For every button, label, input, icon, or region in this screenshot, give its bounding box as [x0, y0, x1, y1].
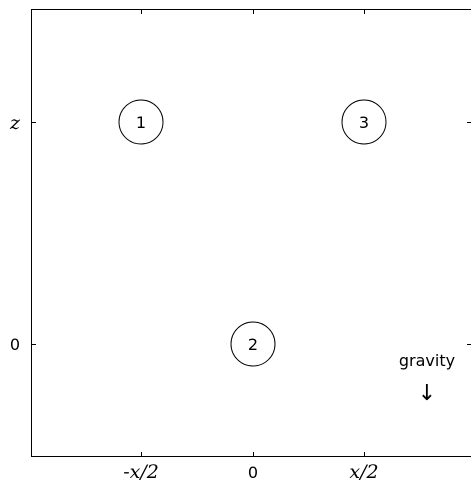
particle-2: 2 [230, 321, 276, 367]
particle-1: 1 [118, 99, 164, 145]
y-tick-label-z: z [9, 112, 21, 134]
y-tick-label-zero: 0 [10, 335, 20, 354]
x-tick-label-pos-half: x/2 [349, 461, 378, 483]
plot-frame [31, 9, 471, 457]
gravity-arrow-icon: ↓ [418, 381, 436, 406]
particle-2-label: 2 [248, 335, 258, 354]
particle-3-label: 3 [359, 113, 369, 132]
gravity-label: gravity [399, 351, 455, 370]
particle-3-circle [341, 99, 387, 145]
x-tick-label-neg-half: -x/2 [123, 461, 159, 483]
particle-1-circle [118, 99, 164, 145]
y-ticks [32, 122, 471, 345]
particle-2-circle [230, 321, 276, 367]
x-tick-label-zero: 0 [248, 463, 258, 482]
particle-1-label: 1 [136, 113, 146, 132]
particle-3: 3 [341, 99, 387, 145]
x-ticks [141, 10, 365, 456]
